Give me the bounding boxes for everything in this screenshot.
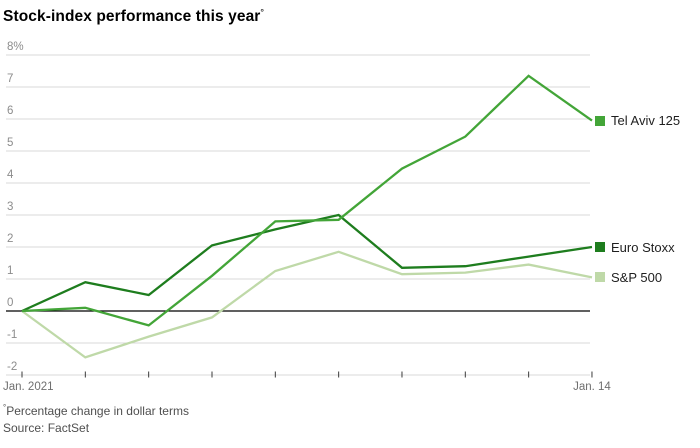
- chart-footnote: °Percentage change in dollar terms: [3, 403, 189, 418]
- y-axis-label: 0: [7, 297, 13, 309]
- legend-item-tel-aviv-125: Tel Aviv 125: [595, 113, 680, 129]
- y-axis-label: 7: [7, 73, 13, 85]
- series-line-tel-aviv-125: [21, 74, 593, 327]
- y-axis-label: 3: [7, 201, 13, 213]
- euro-stoxx-swatch-icon: [595, 242, 605, 252]
- y-axis-label: 8%: [7, 41, 24, 53]
- legend-label-tel-aviv-125: Tel Aviv 125: [611, 113, 681, 129]
- legend-label-sp-500: S&P 500: [611, 269, 663, 285]
- y-axis-label: -2: [7, 361, 17, 373]
- sp-500-swatch-icon: [595, 272, 605, 283]
- footnote-text: Percentage change in dollar terms: [6, 404, 189, 418]
- y-axis-label: 2: [7, 233, 13, 245]
- x-axis-label-first: Jan. 2021: [3, 381, 54, 393]
- y-axis-label: -1: [7, 329, 17, 341]
- x-axis-label-last: Jan. 14: [573, 381, 611, 393]
- chart-title-text: Stock-index performance this year: [3, 8, 261, 26]
- legend-item-sp-500: S&P 500: [595, 269, 662, 285]
- series-line-euro-stoxx: [21, 213, 593, 313]
- legend-item-euro-stoxx: Euro Stoxx: [595, 239, 675, 255]
- tel-aviv-125-swatch-icon: [595, 115, 605, 126]
- legend-label-euro-stoxx: Euro Stoxx: [611, 239, 675, 255]
- footnote-marker: °: [3, 403, 7, 412]
- series-line-s-p-500: [21, 250, 593, 359]
- title-footnote-marker: °: [260, 7, 265, 17]
- y-axis-label: 6: [7, 105, 13, 117]
- y-axis-label: 1: [7, 265, 13, 277]
- chart-title: Stock-index performance this year°: [3, 7, 264, 26]
- y-axis-label: 4: [7, 169, 14, 181]
- source-line: Source: FactSet: [3, 421, 90, 435]
- y-axis-label: 5: [7, 137, 13, 149]
